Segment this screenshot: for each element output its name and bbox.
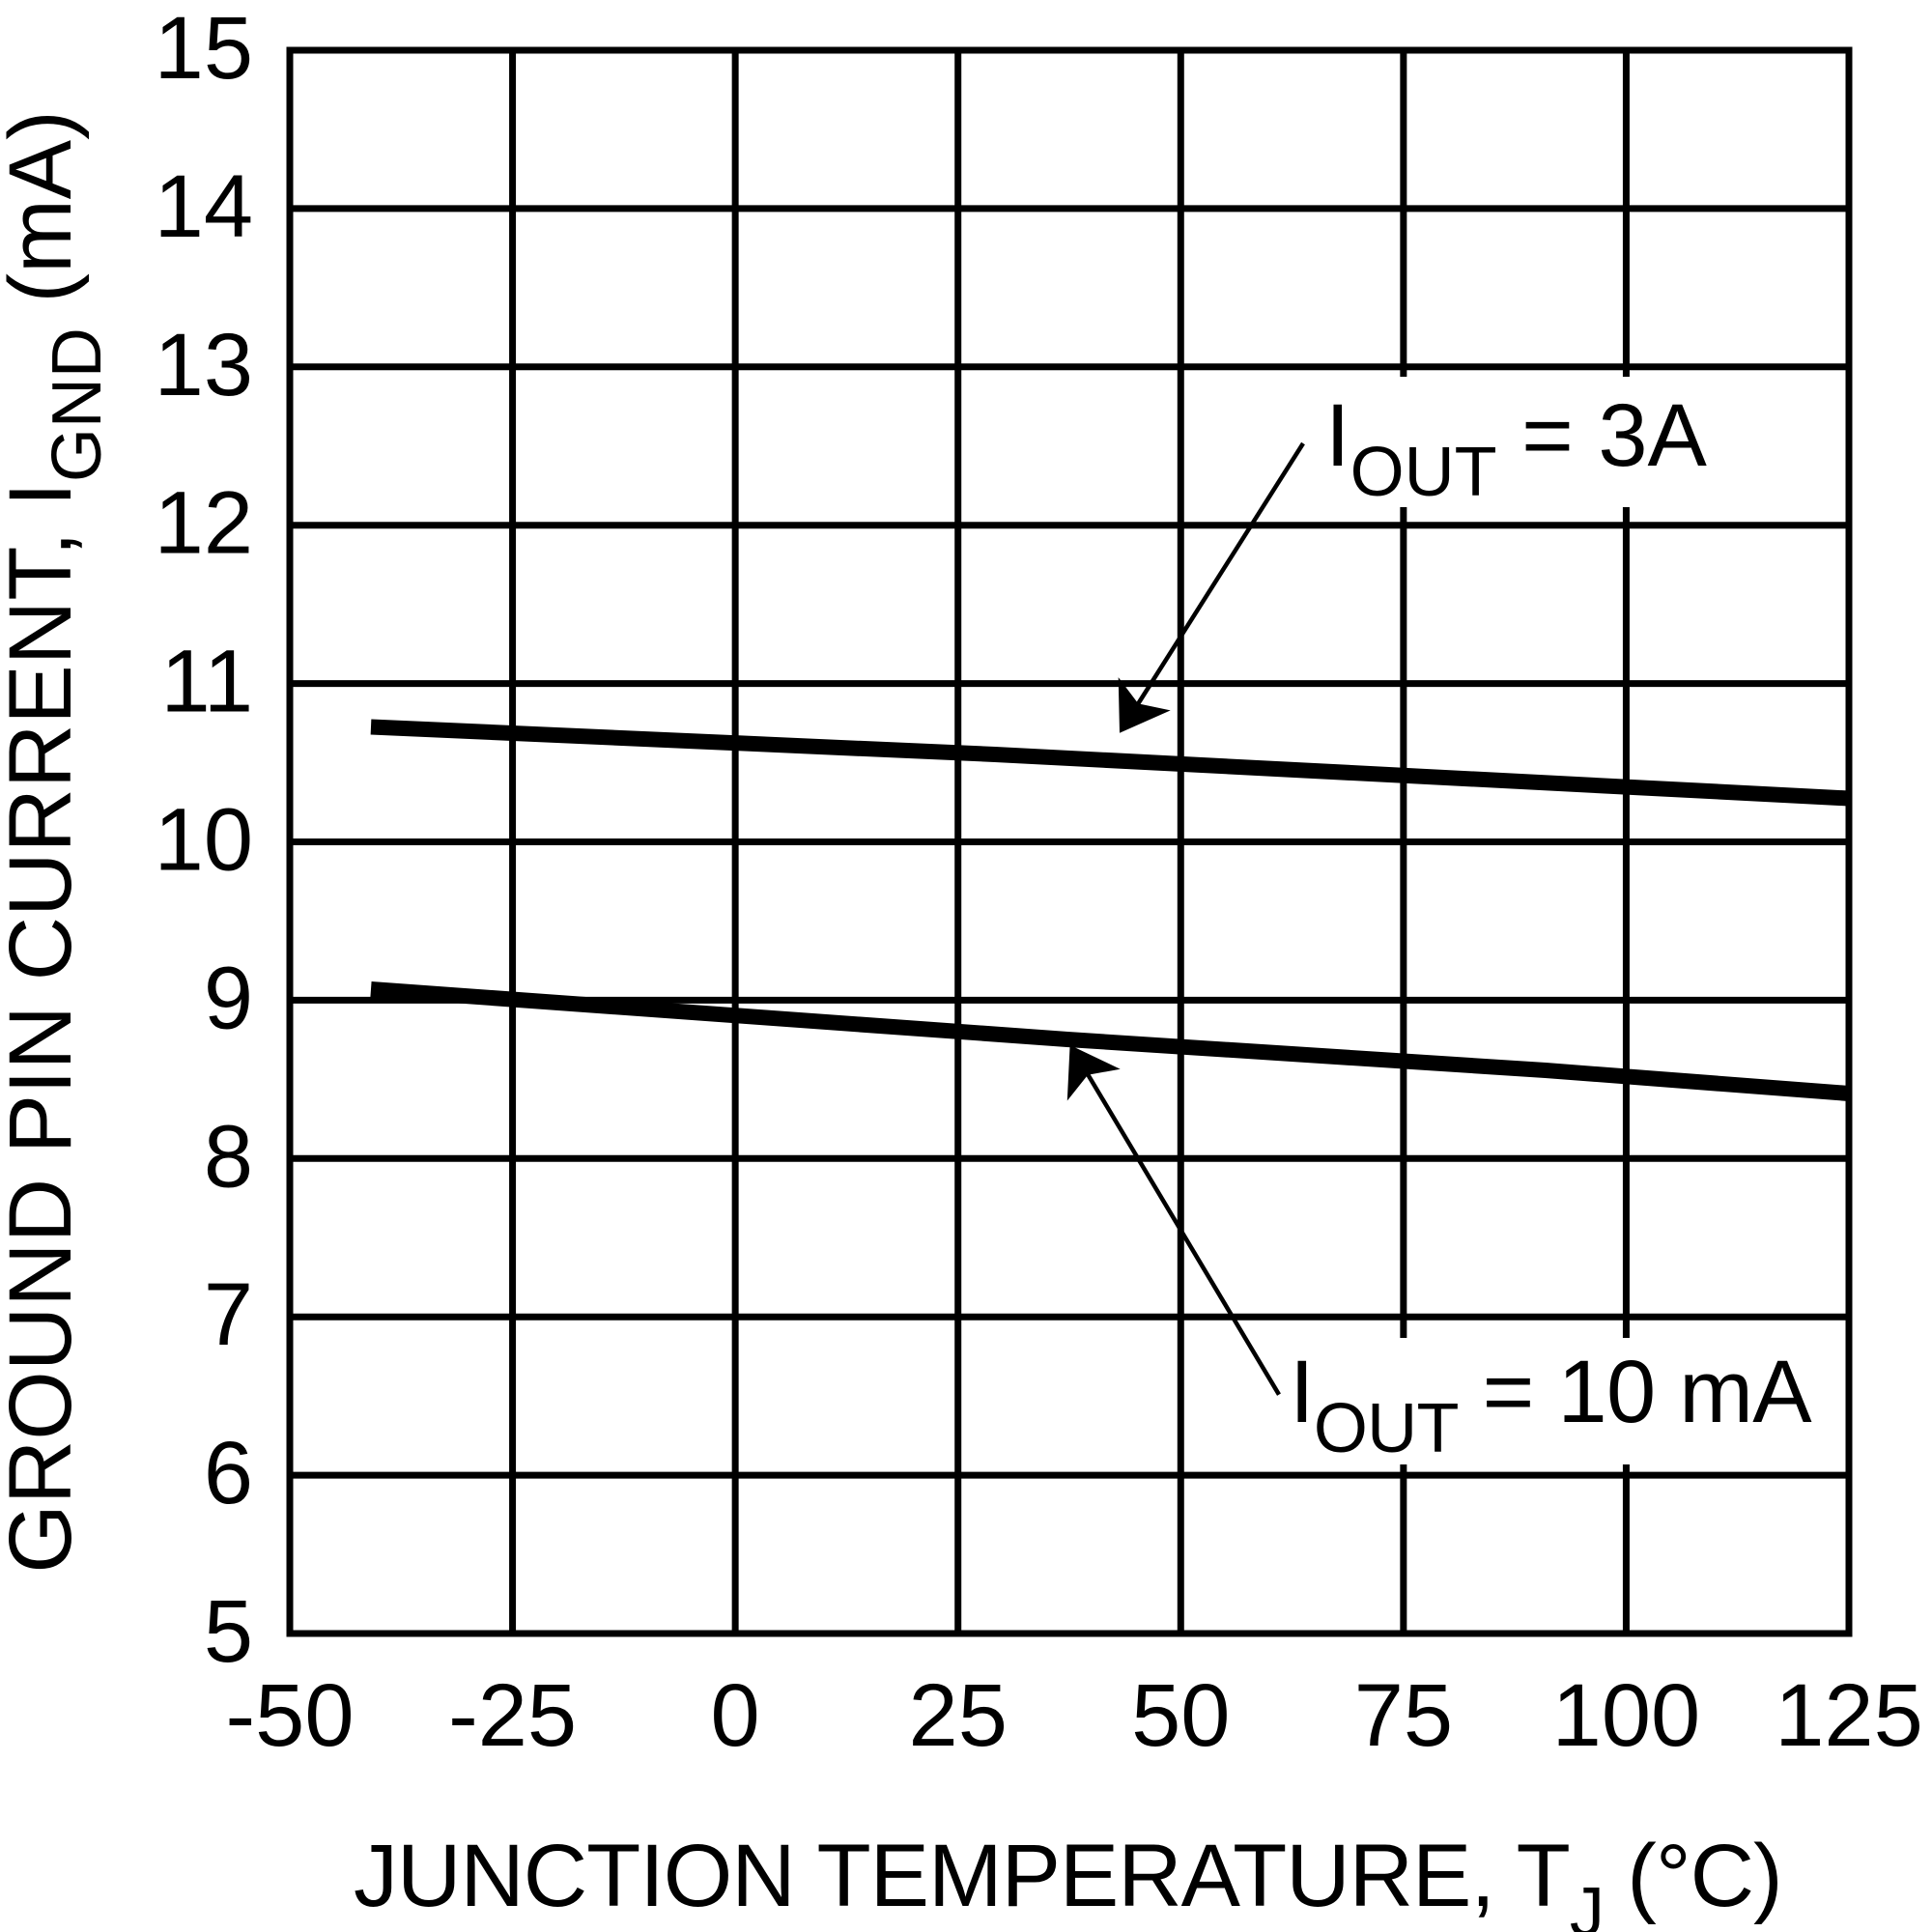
svg-text:10: 10 bbox=[155, 791, 253, 890]
svg-text:12: 12 bbox=[155, 474, 253, 573]
svg-text:125: 125 bbox=[1775, 1666, 1923, 1765]
svg-text:50: 50 bbox=[1131, 1666, 1230, 1765]
svg-text:-25: -25 bbox=[448, 1666, 577, 1765]
svg-text:8: 8 bbox=[204, 1107, 253, 1206]
svg-text:14: 14 bbox=[155, 157, 253, 256]
svg-text:75: 75 bbox=[1354, 1666, 1453, 1765]
svg-text:5: 5 bbox=[204, 1582, 253, 1681]
svg-text:9: 9 bbox=[204, 949, 253, 1047]
svg-text:15: 15 bbox=[155, 0, 253, 98]
svg-text:JUNCTION TEMPERATURE, TJ (°C): JUNCTION TEMPERATURE, TJ (°C) bbox=[354, 1827, 1782, 1932]
svg-text:13: 13 bbox=[155, 316, 253, 414]
svg-text:-50: -50 bbox=[226, 1666, 355, 1765]
svg-text:11: 11 bbox=[160, 633, 253, 731]
svg-text:7: 7 bbox=[204, 1265, 253, 1364]
svg-text:25: 25 bbox=[909, 1666, 1008, 1765]
svg-text:100: 100 bbox=[1552, 1666, 1701, 1765]
svg-text:6: 6 bbox=[204, 1424, 253, 1522]
svg-text:0: 0 bbox=[711, 1666, 760, 1765]
